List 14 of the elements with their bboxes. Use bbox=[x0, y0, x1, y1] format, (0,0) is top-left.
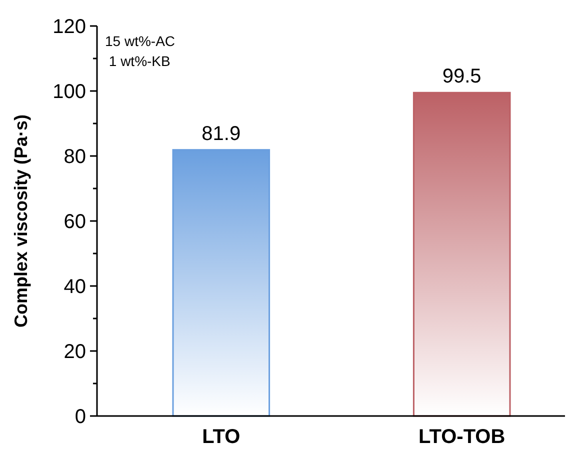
y-tick-label: 20 bbox=[64, 341, 86, 363]
y-tick-label: 60 bbox=[64, 211, 86, 233]
y-axis-title: Complex viscosity (Pa·s) bbox=[11, 114, 31, 328]
x-tick-label: LTO-TOB bbox=[418, 426, 506, 448]
y-tick-label: 120 bbox=[52, 16, 86, 38]
annotation: 1 wt%-KB bbox=[105, 53, 170, 69]
data-label: 81.9 bbox=[202, 122, 241, 145]
y-tick-label: 100 bbox=[52, 81, 86, 103]
y-tick-label: 80 bbox=[64, 146, 86, 168]
x-tick-label: LTO bbox=[202, 426, 240, 448]
data-label: 99.5 bbox=[442, 66, 482, 88]
y-tick-label: 0 bbox=[74, 406, 86, 428]
annotation: 15 wt%-AC bbox=[105, 33, 176, 49]
y-tick-label: 40 bbox=[64, 276, 86, 298]
